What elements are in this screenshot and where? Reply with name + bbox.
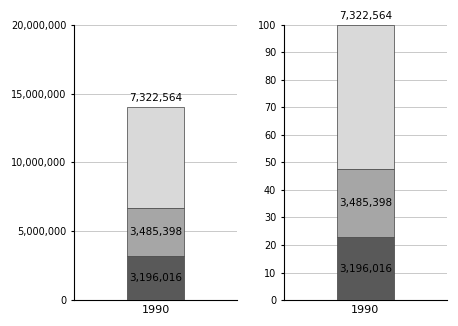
Text: 3,485,398: 3,485,398 [339, 198, 392, 208]
Bar [127, 208, 184, 256]
Bar [127, 256, 184, 300]
Bar [337, 169, 394, 237]
Text: 3,196,016: 3,196,016 [129, 273, 182, 283]
Text: 3,196,016: 3,196,016 [339, 264, 392, 274]
Bar [337, 237, 394, 300]
Text: 7,322,564: 7,322,564 [339, 11, 392, 21]
Bar [127, 107, 184, 208]
Text: 7,322,564: 7,322,564 [129, 93, 182, 103]
Text: 3,485,398: 3,485,398 [129, 227, 182, 237]
Bar [337, 25, 394, 169]
